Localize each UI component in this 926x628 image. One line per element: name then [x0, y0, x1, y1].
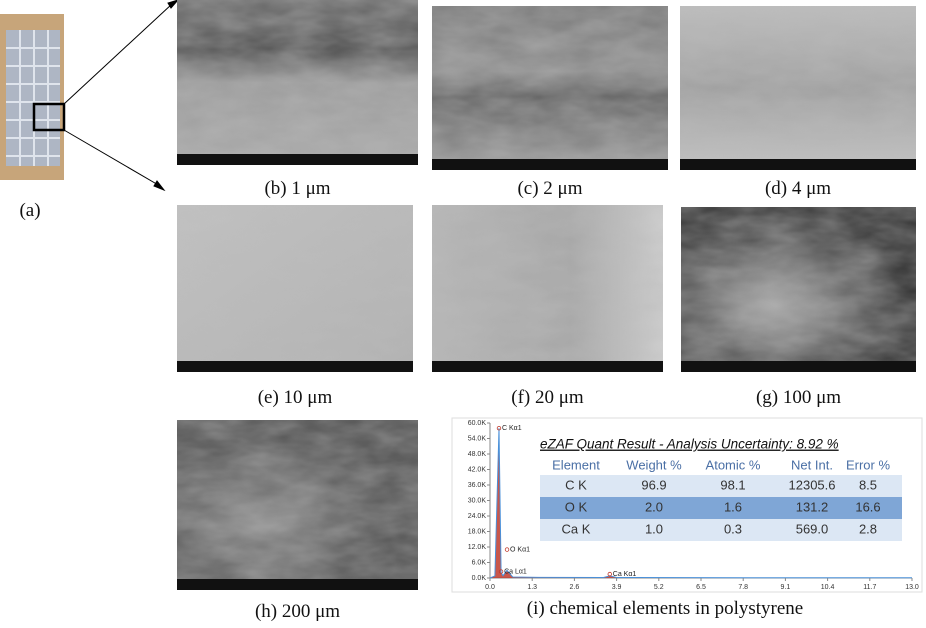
y-tick-label: 18.0K [468, 528, 487, 535]
sem-image [432, 6, 668, 170]
table-cell: 0.3 [724, 521, 742, 536]
table-cell: 1.0 [645, 521, 663, 536]
sem-info-bar [681, 361, 916, 372]
sem-image [680, 6, 916, 170]
table-cell: 98.1 [720, 477, 745, 492]
peak-marker [496, 425, 502, 431]
peak-label: Ca Lα1 [504, 568, 527, 575]
table-cell: 8.5 [859, 477, 877, 492]
x-tick-label: 2.6 [570, 584, 580, 591]
sem-texture [177, 0, 418, 165]
table-header: Weight % [626, 457, 682, 472]
x-tick-label: 10.4 [821, 584, 835, 591]
y-tick-label: 6.0K [472, 559, 487, 566]
y-tick-label: 48.0K [468, 451, 487, 458]
table-row [540, 475, 902, 497]
y-tick-label: 42.0K [468, 466, 487, 473]
sem-info-bar [177, 154, 418, 165]
table-cell: 2.8 [859, 521, 877, 536]
table-cell: 2.0 [645, 499, 663, 514]
table-cell: 1.6 [724, 499, 742, 514]
panel-caption: (f) 20 μm [511, 387, 584, 408]
table-cell: 12305.6 [789, 477, 836, 492]
table-cell: Ca K [562, 521, 591, 536]
table-row [540, 497, 902, 519]
panel-caption: (h) 200 μm [255, 601, 340, 622]
sem-image [177, 205, 413, 372]
y-tick-label: 36.0K [468, 482, 487, 489]
y-tick-label: 12.0K [468, 544, 487, 551]
panel-caption: (g) 100 μm [756, 387, 841, 408]
y-tick-label: 24.0K [468, 513, 487, 520]
peak-marker [607, 571, 612, 577]
sem-texture [177, 205, 413, 372]
x-tick-label: 3.9 [612, 584, 622, 591]
y-tick-label: 0.0K [472, 575, 487, 582]
table-header: Net Int. [791, 457, 833, 472]
peak-label: O Kα1 [510, 546, 530, 553]
peak-marker [504, 547, 510, 552]
y-tick-label: 60.0K [468, 420, 487, 427]
table-cell: O K [565, 499, 588, 514]
panel-caption: (c) 2 μm [517, 178, 582, 199]
x-tick-label: 7.8 [738, 584, 748, 591]
peak-label: C Kα1 [502, 425, 522, 432]
x-tick-label: 13.0 [905, 584, 919, 591]
x-tick-label: 9.1 [781, 584, 791, 591]
table-header: Error % [846, 457, 891, 472]
table-cell: 131.2 [796, 499, 829, 514]
sem-texture [681, 207, 916, 372]
sem-info-bar [680, 159, 916, 170]
x-tick-label: 11.7 [863, 584, 876, 591]
table-cell: 16.6 [855, 499, 880, 514]
peak-marker [498, 569, 504, 574]
table-row [540, 519, 902, 541]
panel-caption: (b) 1 μm [264, 178, 330, 199]
table-title: eZAF Quant Result - Analysis Uncertainty… [540, 437, 839, 452]
sample-photo [0, 14, 66, 180]
panel-label: (a) [19, 200, 40, 221]
panel-caption: (d) 4 μm [765, 178, 831, 199]
sem-info-bar [177, 361, 413, 372]
sem-info-bar [177, 579, 418, 590]
sem-image [177, 420, 418, 590]
panel-caption: (e) 10 μm [258, 387, 333, 408]
spectrum-caption: (i) chemical elements in polystyrene [527, 598, 803, 619]
table-header: Atomic % [706, 457, 761, 472]
table-cell: C K [565, 477, 587, 492]
sem-texture [177, 420, 418, 590]
spectrum-line [489, 428, 913, 579]
sem-image [177, 0, 418, 165]
y-tick-label: 30.0K [468, 497, 487, 504]
peak-label: Ca Kα1 [613, 571, 637, 578]
sem-image [681, 207, 916, 372]
table-cell: 96.9 [641, 477, 666, 492]
sem-image [432, 205, 663, 372]
table-cell: 569.0 [796, 521, 829, 536]
x-tick-label: 5.2 [654, 584, 664, 591]
sem-info-bar [432, 361, 663, 372]
table-header: Element [552, 457, 600, 472]
sem-texture [680, 6, 916, 170]
x-tick-label: 1.3 [527, 584, 537, 591]
y-tick-label: 54.0K [468, 435, 487, 442]
x-tick-label: 0.0 [485, 584, 495, 591]
sem-info-bar [432, 159, 668, 170]
zoom-arrows [63, 0, 179, 192]
sem-texture [432, 205, 663, 372]
x-tick-label: 6.5 [696, 584, 706, 591]
sem-texture [432, 6, 668, 170]
